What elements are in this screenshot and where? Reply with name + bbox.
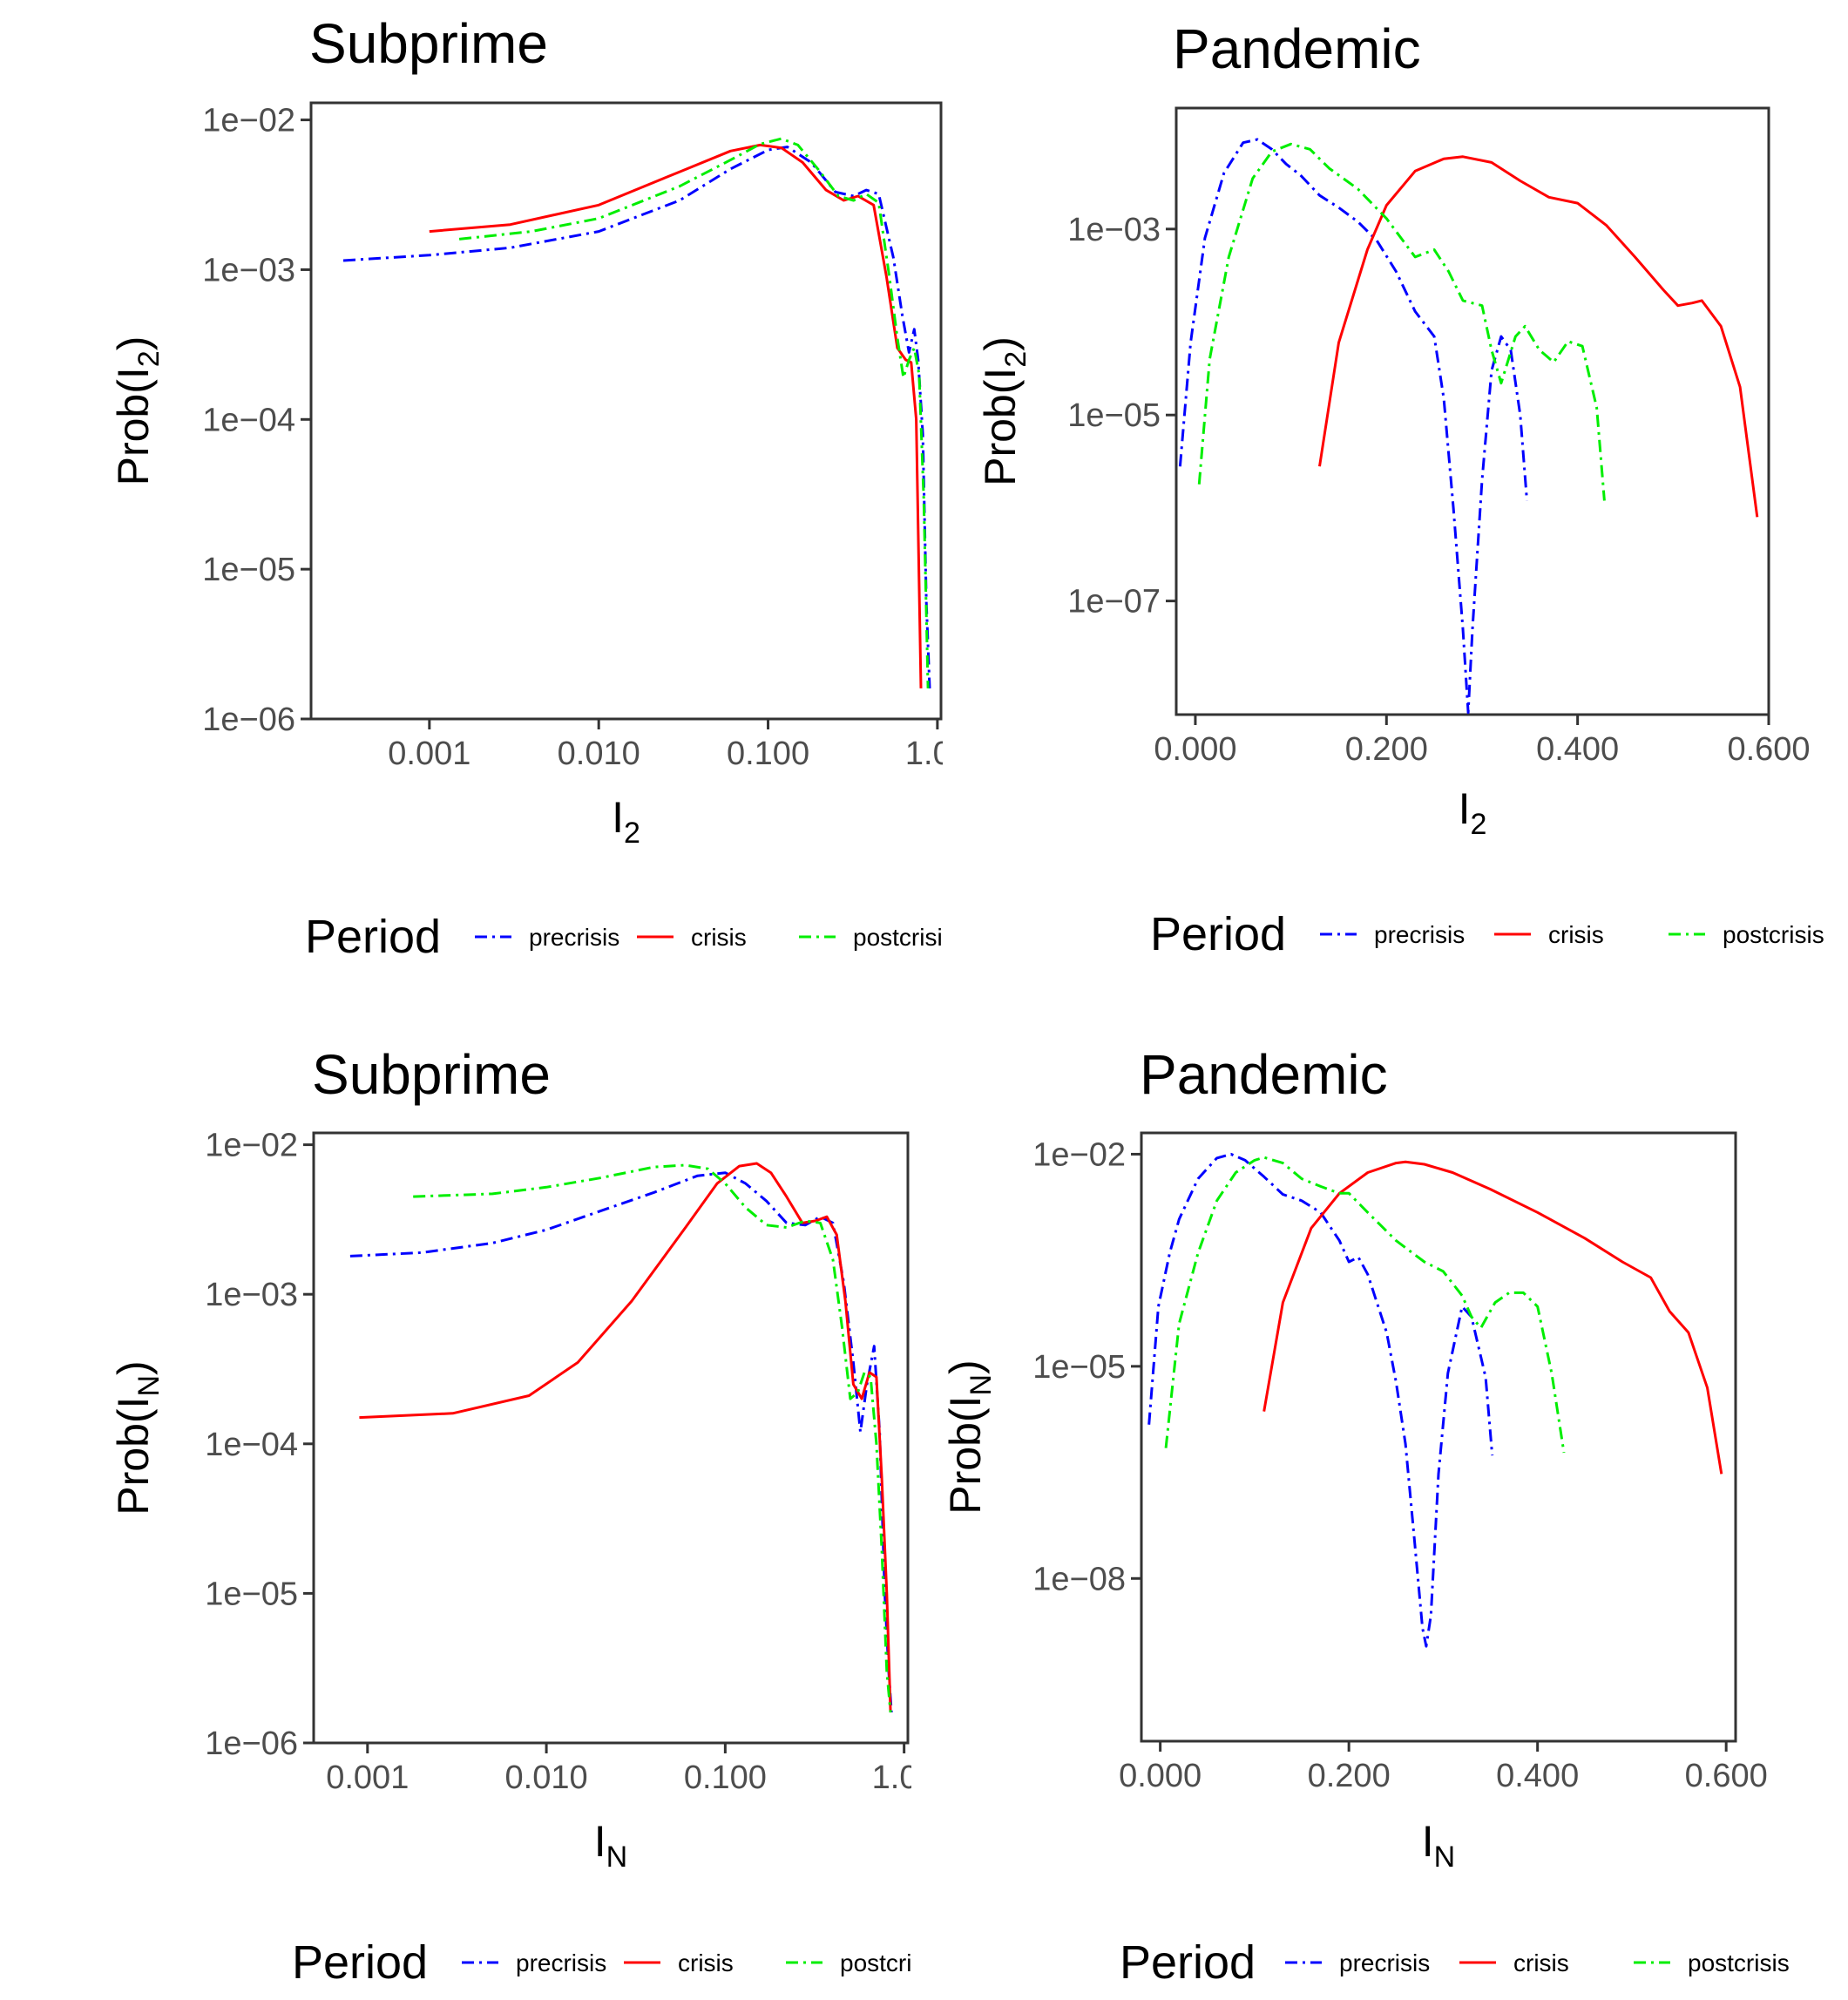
x-tick-label: 1.00: [905, 736, 970, 772]
y-axis-label: Prob(IN): [109, 1360, 166, 1515]
x-axis-label: I2: [612, 793, 640, 850]
series-line-precrisis: [1147, 1152, 1494, 1648]
legend-label-postcrisis: postcrisis: [1688, 1949, 1790, 1976]
series-line-crisis: [1262, 1160, 1723, 1475]
series-line-precrisis: [1178, 138, 1528, 715]
x-tick-label: 0.010: [505, 1759, 588, 1796]
chart-panel-2: Pandemic 1e−03 1e−05 1e−07 0.000 0.200 0.400 0.…: [976, 17, 1824, 960]
y-tick-label: 1e−08: [1032, 1561, 1126, 1597]
legend-title: Period: [292, 1936, 428, 1989]
x-tick-label: 0.100: [684, 1759, 767, 1796]
legend-label-precrisis: precrisis: [516, 1949, 606, 1976]
y-tick-label: 1e−03: [202, 252, 295, 288]
x-tick-label: 0.100: [727, 736, 809, 772]
legend-label-precrisis: precrisis: [1339, 1949, 1430, 1976]
x-tick-label: 0.001: [326, 1759, 409, 1796]
plot-panel-border: [1174, 106, 1770, 716]
y-axis-label: Prob(I2): [109, 336, 166, 486]
legend-label-crisis: crisis: [1548, 921, 1604, 948]
y-tick-label: 1e−04: [205, 1427, 298, 1463]
x-axis-label: IN: [1422, 1817, 1455, 1874]
series-line-precrisis: [342, 146, 931, 688]
series-line-crisis: [359, 1162, 892, 1713]
y-tick-label: 1e−06: [205, 1725, 298, 1762]
chart-title: Pandemic: [1173, 17, 1421, 80]
y-axis-label: Prob(IN): [941, 1359, 998, 1514]
series-line-precrisis: [349, 1171, 893, 1713]
legend: Period precrisis crisis postcrisis: [1150, 908, 1824, 960]
legend-label-crisis: crisis: [1513, 1949, 1569, 1976]
chart-panel-3: Subprime 1e−02 1e−03 1e−04 1e−05 1e−06 0.001 0.…: [109, 1043, 942, 1989]
chart-panel-1: Subprime 1e−02 1e−03 1e−04 1e−05 1e−06 0.001 0.…: [109, 12, 970, 963]
legend: Period precrisis crisis postcrisis: [292, 1936, 942, 1989]
chart-title: Subprime: [312, 1043, 551, 1106]
series-line-crisis: [429, 143, 923, 688]
y-tick-label: 1e−02: [202, 103, 295, 139]
series-line-postcrisis: [1197, 142, 1606, 501]
chart-panel-4: Pandemic 1e−02 1e−05 1e−08 0.000 0.200 0.400 0.…: [941, 1043, 1790, 1989]
x-tick-label: 0.000: [1154, 731, 1236, 768]
y-tick-label: 1e−03: [205, 1277, 298, 1313]
x-tick-label: 0.600: [1685, 1758, 1768, 1794]
x-tick-label: 0.200: [1345, 731, 1428, 768]
legend-label-postcrisis: postcrisis: [853, 924, 955, 951]
series-line-postcrisis: [1164, 1156, 1566, 1454]
series-line-postcrisis: [458, 137, 930, 688]
legend: Period precrisis crisis postcrisis: [305, 911, 955, 963]
plot-panel-border: [1140, 1131, 1737, 1743]
y-tick-label: 1e−07: [1067, 584, 1161, 620]
y-axis-label: Prob(I2): [976, 336, 1032, 486]
plot-panel-border: [312, 1131, 910, 1745]
series-line-crisis: [1318, 155, 1759, 518]
legend: Period precrisis crisis postcrisis: [1120, 1936, 1790, 1989]
chart-title: Subprime: [309, 12, 548, 75]
y-tick-label: 1e−03: [1067, 212, 1161, 248]
legend-title: Period: [1120, 1936, 1256, 1989]
x-tick-label: 0.010: [558, 736, 640, 772]
legend-label-postcrisis: postcrisis: [1723, 921, 1824, 948]
y-tick-label: 1e−05: [205, 1576, 298, 1612]
y-tick-label: 1e−06: [202, 702, 295, 738]
y-tick-label: 1e−02: [1032, 1136, 1126, 1173]
x-tick-label: 0.200: [1308, 1758, 1391, 1794]
y-tick-label: 1e−05: [1032, 1349, 1126, 1386]
x-tick-label: 1.00: [872, 1759, 937, 1796]
chart-title: Pandemic: [1140, 1043, 1388, 1106]
legend-label-postcrisis: postcrisis: [840, 1949, 942, 1976]
legend-title: Period: [305, 911, 441, 963]
x-tick-label: 0.600: [1727, 731, 1810, 768]
x-tick-label: 0.001: [388, 736, 470, 772]
x-axis-label: I2: [1459, 784, 1487, 841]
y-tick-label: 1e−02: [205, 1128, 298, 1164]
y-tick-label: 1e−04: [202, 402, 295, 438]
x-axis-label: IN: [594, 1817, 627, 1874]
x-tick-label: 0.000: [1119, 1758, 1202, 1794]
plot-panel-border: [309, 101, 943, 721]
y-tick-label: 1e−05: [1067, 397, 1161, 434]
series-line-postcrisis: [413, 1163, 892, 1713]
legend-label-precrisis: precrisis: [1374, 921, 1465, 948]
x-tick-label: 0.400: [1536, 731, 1619, 768]
x-tick-label: 0.400: [1496, 1758, 1579, 1794]
y-tick-label: 1e−05: [202, 552, 295, 588]
legend-label-precrisis: precrisis: [529, 924, 619, 951]
legend-title: Period: [1150, 908, 1286, 960]
legend-label-crisis: crisis: [678, 1949, 734, 1976]
legend-label-crisis: crisis: [691, 924, 747, 951]
